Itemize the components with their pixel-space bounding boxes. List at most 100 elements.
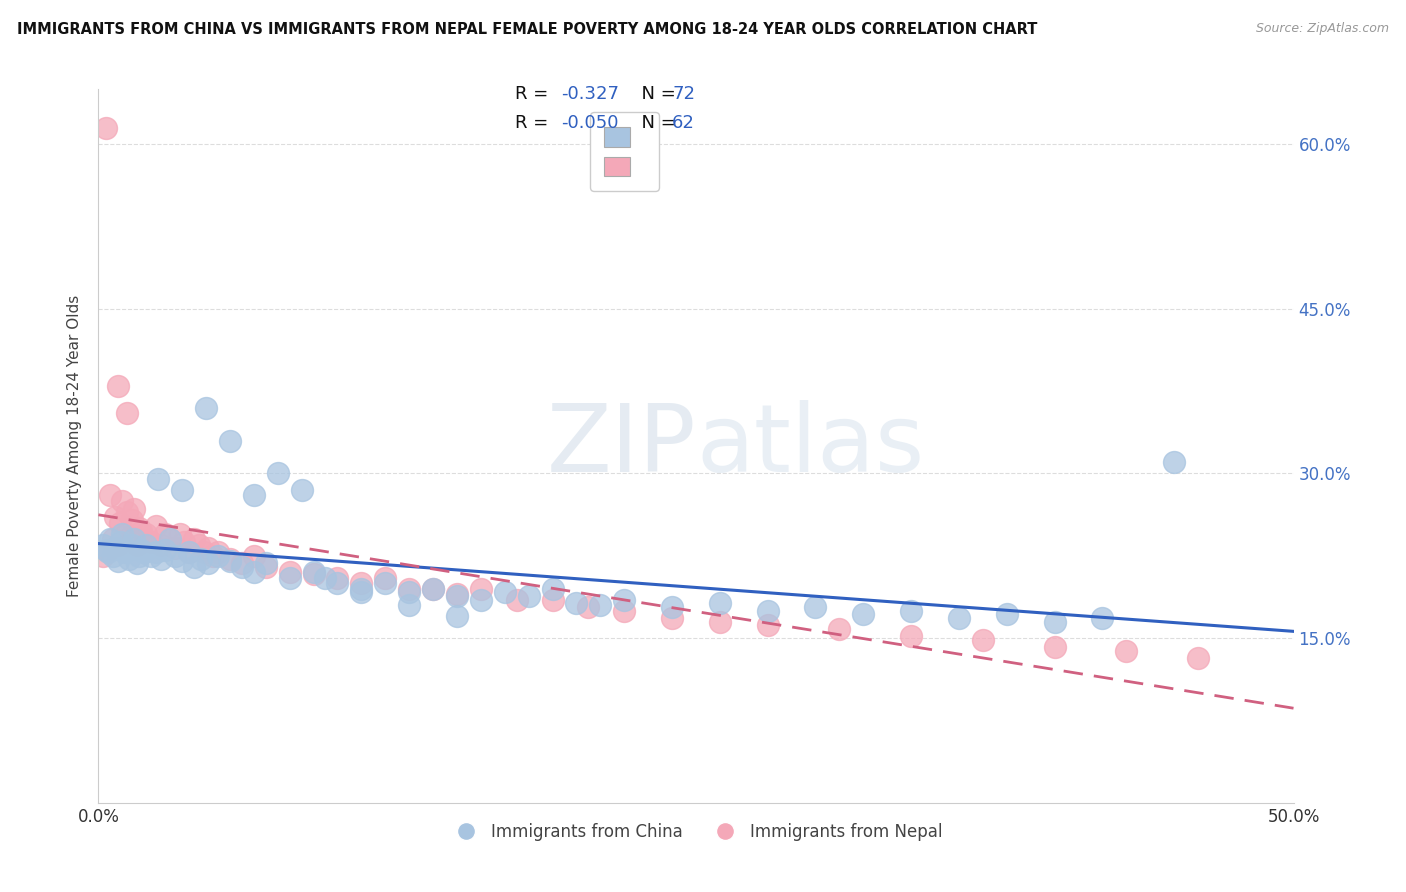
Point <box>756 618 779 632</box>
Text: 72: 72 <box>672 85 695 103</box>
Point <box>115 543 138 558</box>
Point <box>183 533 205 547</box>
Point <box>828 623 851 637</box>
Point <box>202 549 225 563</box>
Point <box>107 378 129 392</box>
Point <box>852 607 875 621</box>
Point <box>91 549 114 563</box>
Point <box>173 534 195 549</box>
Point <box>613 604 636 618</box>
Point <box>900 629 922 643</box>
Point <box>254 557 277 571</box>
Point <box>207 549 229 563</box>
Point <box>494 585 516 599</box>
Point <box>118 552 141 566</box>
Point <box>97 545 120 559</box>
Point <box>149 552 172 566</box>
Point <box>446 587 468 601</box>
Point <box>94 543 117 558</box>
Point <box>302 566 325 580</box>
Point <box>115 406 138 420</box>
Point <box>131 524 153 538</box>
Point <box>231 557 253 571</box>
Point <box>291 483 314 497</box>
Point <box>145 545 167 559</box>
Point <box>1115 644 1137 658</box>
Point <box>254 559 277 574</box>
Point <box>219 434 242 448</box>
Legend: Immigrants from China, Immigrants from Nepal: Immigrants from China, Immigrants from N… <box>443 817 949 848</box>
Point <box>98 533 122 547</box>
Point <box>139 549 162 563</box>
Point <box>148 472 170 486</box>
Point <box>159 533 181 547</box>
Point <box>995 607 1018 621</box>
Point <box>111 526 134 541</box>
Point <box>398 585 420 599</box>
Point <box>972 633 994 648</box>
Text: ZIP: ZIP <box>547 400 696 492</box>
Text: Source: ZipAtlas.com: Source: ZipAtlas.com <box>1256 22 1389 36</box>
Point <box>470 582 492 596</box>
Point <box>108 516 131 530</box>
Point <box>278 566 301 580</box>
Point <box>132 533 155 547</box>
Point <box>179 545 201 559</box>
Point <box>267 467 290 481</box>
Point <box>315 571 337 585</box>
Point <box>350 582 373 596</box>
Point <box>948 611 970 625</box>
Point <box>661 611 683 625</box>
Point <box>115 505 138 519</box>
Point <box>179 545 201 559</box>
Point <box>128 549 150 563</box>
Text: atlas: atlas <box>696 400 924 492</box>
Text: IMMIGRANTS FROM CHINA VS IMMIGRANTS FROM NEPAL FEMALE POVERTY AMONG 18-24 YEAR O: IMMIGRANTS FROM CHINA VS IMMIGRANTS FROM… <box>17 22 1038 37</box>
Point <box>155 543 177 558</box>
Point <box>121 538 143 552</box>
Text: -0.050: -0.050 <box>561 114 619 132</box>
Point <box>243 488 266 502</box>
Point <box>1187 651 1209 665</box>
Point <box>104 510 127 524</box>
Point <box>197 557 219 571</box>
Point <box>302 567 325 582</box>
Point <box>219 554 242 568</box>
Point <box>124 501 146 516</box>
Point <box>613 592 636 607</box>
Point <box>108 534 131 549</box>
Point <box>900 604 922 618</box>
Point <box>98 488 122 502</box>
Point <box>159 533 181 547</box>
Point <box>125 538 148 552</box>
Point <box>190 552 212 566</box>
Point <box>197 541 219 555</box>
Point <box>135 526 157 541</box>
Point <box>446 590 468 604</box>
Point <box>709 615 731 629</box>
Point <box>326 571 349 585</box>
Point <box>97 543 120 558</box>
Point <box>114 526 136 541</box>
Point <box>155 526 177 541</box>
Point <box>163 541 186 555</box>
Point <box>118 530 141 544</box>
Point <box>94 120 117 135</box>
Point <box>422 582 444 596</box>
Point <box>114 545 136 559</box>
Point <box>350 576 373 591</box>
Point <box>278 571 301 585</box>
Point <box>101 549 124 563</box>
Point <box>91 538 114 552</box>
Text: N =: N = <box>630 85 682 103</box>
Point <box>398 582 420 596</box>
Point <box>124 533 146 547</box>
Point <box>756 604 779 618</box>
Point <box>183 559 205 574</box>
Point <box>231 559 253 574</box>
Point <box>125 557 148 571</box>
Point <box>107 554 129 568</box>
Point <box>111 494 134 508</box>
Point <box>104 541 127 555</box>
Text: -0.327: -0.327 <box>561 85 619 103</box>
